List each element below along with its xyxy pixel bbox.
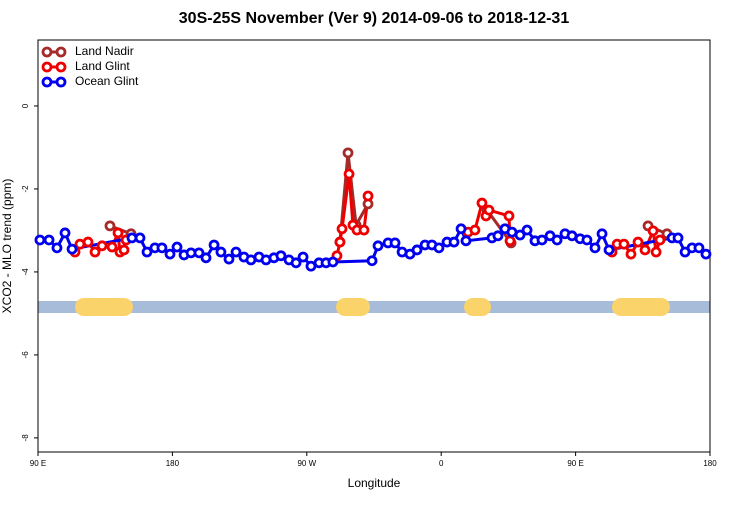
data-point	[118, 244, 130, 256]
chart-title: 30S-25S November (Ver 9) 2014-09-06 to 2…	[179, 10, 570, 27]
data-point	[141, 246, 153, 258]
legend-label: Land Glint	[75, 59, 130, 73]
data-point	[632, 236, 644, 248]
data-point	[581, 234, 593, 246]
y-tick-label: -4	[21, 268, 30, 276]
data-point	[700, 248, 712, 260]
data-point	[134, 232, 146, 244]
land-band	[612, 298, 670, 316]
data-point	[327, 256, 339, 268]
data-point	[171, 241, 183, 253]
data-point	[589, 242, 601, 254]
data-point	[411, 244, 423, 256]
data-point	[618, 238, 630, 250]
data-point	[551, 234, 563, 246]
data-point	[51, 242, 63, 254]
data-point	[223, 253, 235, 265]
data-point	[514, 229, 526, 241]
y-tick-label: -8	[21, 434, 30, 442]
data-point	[647, 225, 659, 237]
data-point	[460, 235, 472, 247]
land-band	[75, 298, 133, 316]
x-tick-label: 90 E	[30, 459, 46, 468]
data-point	[208, 239, 220, 251]
data-point	[96, 240, 108, 252]
data-point	[654, 234, 666, 246]
data-point	[433, 242, 445, 254]
data-point	[275, 250, 287, 262]
data-point	[104, 220, 116, 232]
data-point	[596, 228, 608, 240]
legend-marker	[55, 46, 67, 58]
data-point	[362, 190, 374, 202]
data-point	[693, 242, 705, 254]
data-point	[469, 224, 481, 236]
x-tick-label: 90 W	[297, 459, 316, 468]
data-point	[59, 227, 71, 239]
land-band	[464, 298, 491, 316]
data-point	[625, 248, 637, 260]
x-axis-label: Longitude	[348, 476, 401, 490]
x-tick-label: 180	[703, 459, 717, 468]
data-point	[389, 237, 401, 249]
data-point	[66, 243, 78, 255]
data-point	[448, 236, 460, 248]
data-point	[603, 244, 615, 256]
data-point	[476, 197, 488, 209]
data-point	[164, 248, 176, 260]
data-point	[483, 204, 495, 216]
data-point	[358, 224, 370, 236]
land-band	[336, 298, 370, 316]
x-tick-label: 0	[439, 459, 444, 468]
data-point	[343, 168, 355, 180]
data-point	[156, 242, 168, 254]
legend-marker	[41, 61, 53, 73]
data-point	[89, 246, 101, 258]
y-tick-label: 0	[21, 103, 30, 108]
y-axis-label: XCO2 - MLO trend (ppm)	[0, 179, 14, 314]
data-point	[82, 236, 94, 248]
legend-marker	[55, 76, 67, 88]
data-point	[521, 224, 533, 236]
data-point	[112, 227, 124, 239]
data-point	[336, 223, 348, 235]
legend-label: Ocean Glint	[75, 74, 139, 88]
data-point	[34, 234, 46, 246]
y-tick-label: -2	[21, 185, 30, 193]
data-point	[492, 230, 504, 242]
data-point	[536, 234, 548, 246]
surface-band	[38, 298, 710, 316]
data-point	[672, 232, 684, 244]
y-tick-label: -6	[21, 351, 30, 359]
series-line	[338, 152, 370, 243]
plot-frame	[37, 39, 711, 453]
data-point	[334, 236, 346, 248]
x-tick-label: 180	[166, 459, 180, 468]
legend-marker	[55, 61, 67, 73]
data-point	[366, 255, 378, 267]
data-point	[503, 210, 515, 222]
data-point	[290, 257, 302, 269]
data-point	[372, 240, 384, 252]
data-point	[193, 247, 205, 259]
data-point	[106, 241, 118, 253]
data-point	[297, 251, 309, 263]
legend-marker	[41, 46, 53, 58]
data-point	[639, 244, 651, 256]
data-point	[650, 246, 662, 258]
data-point	[43, 234, 55, 246]
legend-marker	[41, 76, 53, 88]
data-point	[455, 223, 467, 235]
x-tick-label: 90 E	[567, 459, 583, 468]
data-point	[200, 252, 212, 264]
data-point	[215, 246, 227, 258]
data-point	[342, 147, 354, 159]
ocean-band	[38, 301, 710, 313]
data-point	[230, 246, 242, 258]
data-point	[504, 235, 516, 247]
legend-label: Land Nadir	[75, 44, 134, 58]
